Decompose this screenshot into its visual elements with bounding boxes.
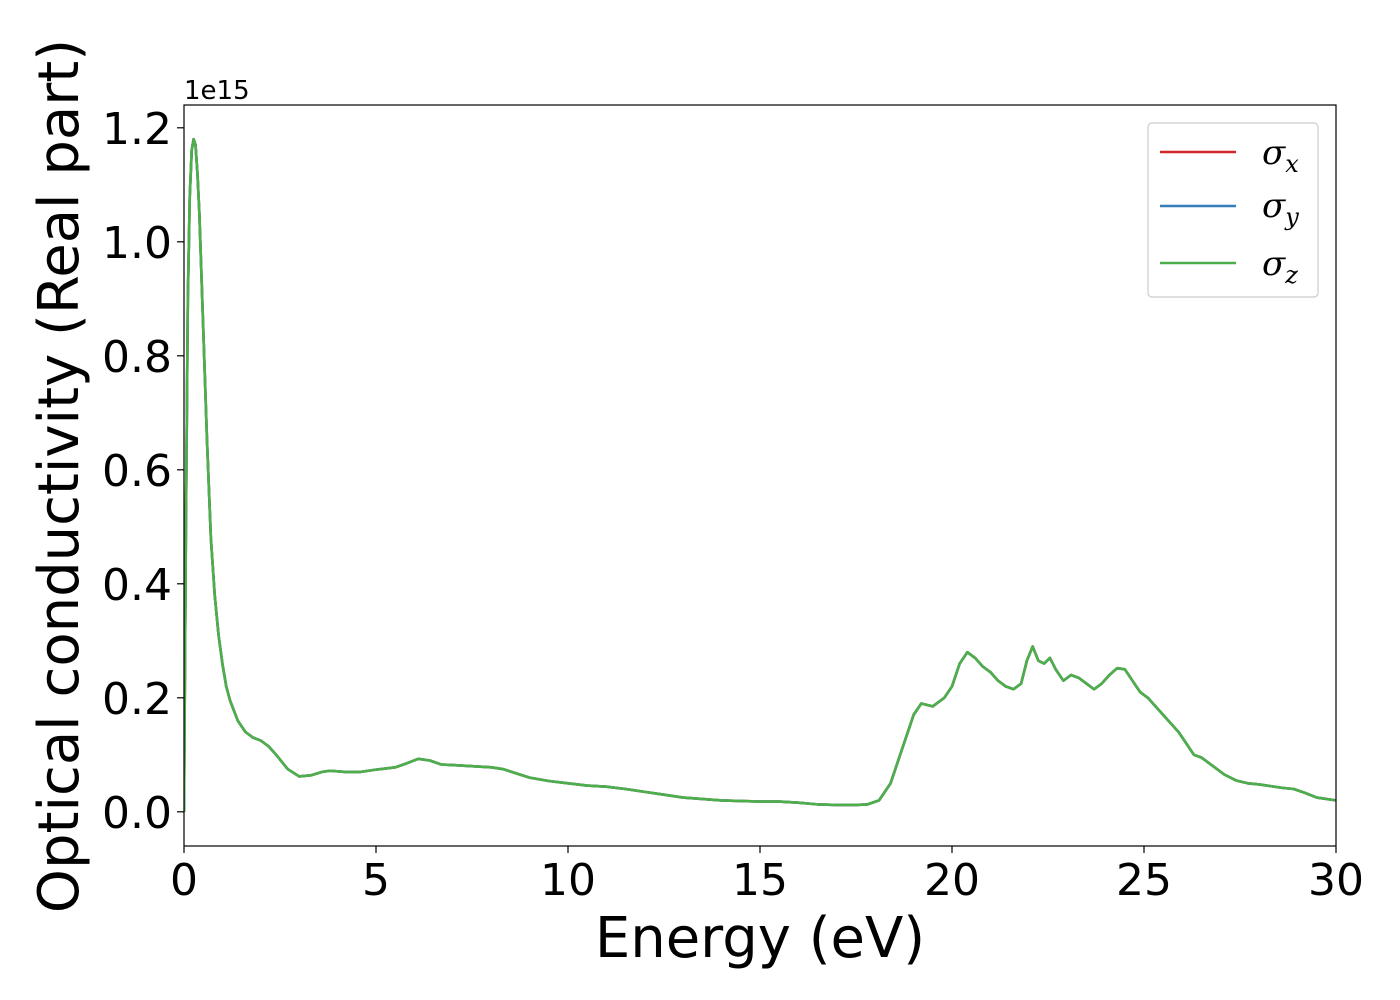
y-axis-label: Optical conductivity (Real part) — [27, 39, 92, 913]
series-line-sigma-z — [184, 137, 1336, 812]
y-tick-label: 1.0 — [102, 218, 172, 269]
y-tick-label: 0.2 — [102, 674, 172, 725]
x-tick-label: 25 — [1116, 855, 1172, 906]
legend-label-sigma-z: σz — [1262, 244, 1298, 289]
legend-label-sigma-x: σx — [1262, 133, 1299, 178]
plot-area — [184, 105, 1336, 846]
legend-label-sigma-y: σy — [1262, 186, 1299, 231]
x-tick-label: 20 — [924, 855, 980, 906]
x-tick-label: 15 — [732, 855, 788, 906]
x-tick-label: 5 — [362, 855, 390, 906]
y-axis-ticks: 0.0 0.2 0.4 0.6 0.8 1.0 1.2 — [102, 104, 184, 839]
series-layer — [184, 137, 1336, 812]
x-axis-label: Energy (eV) — [595, 906, 925, 971]
y-offset-label: 1e15 — [184, 76, 250, 106]
legend-entry-sigma-x: σx — [1160, 133, 1299, 178]
legend: σx σy σz — [1147, 122, 1319, 298]
legend-entry-sigma-y: σy — [1160, 186, 1299, 231]
y-tick-label: 0.8 — [102, 332, 172, 383]
legend-entry-sigma-z: σz — [1160, 244, 1298, 289]
y-tick-label: 0.0 — [102, 788, 172, 839]
x-tick-label: 10 — [540, 855, 596, 906]
x-tick-label: 30 — [1308, 855, 1364, 906]
y-tick-label: 0.6 — [102, 446, 172, 497]
legend-box — [1147, 122, 1319, 298]
y-tick-label: 0.4 — [102, 560, 172, 611]
y-tick-label: 1.2 — [102, 104, 172, 155]
x-axis-ticks: 0 5 10 15 20 25 30 — [170, 846, 1364, 906]
x-tick-label: 0 — [170, 855, 198, 906]
